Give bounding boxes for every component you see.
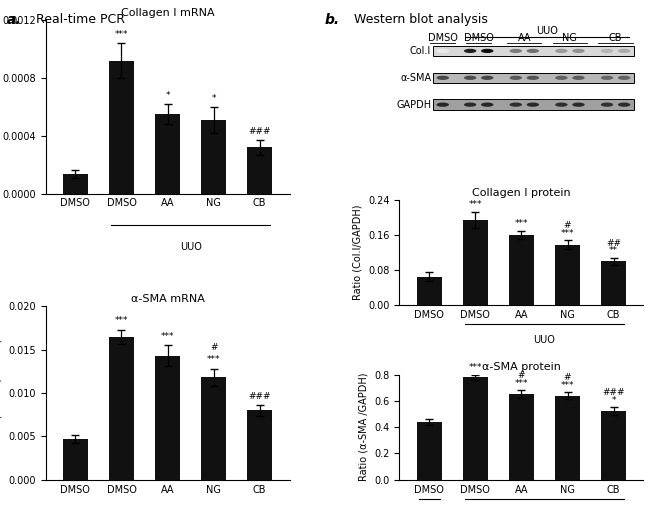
Text: ###: ### <box>248 392 271 401</box>
Text: **: ** <box>609 246 618 255</box>
Bar <box>63 174 88 193</box>
Ellipse shape <box>437 103 449 107</box>
Ellipse shape <box>510 103 522 107</box>
Ellipse shape <box>464 103 476 107</box>
Text: DMSO: DMSO <box>463 32 493 42</box>
Text: ###: ### <box>248 127 271 136</box>
Text: ***: *** <box>561 381 574 390</box>
Text: ***: *** <box>469 200 482 209</box>
Title: α-SMA mRNA: α-SMA mRNA <box>131 294 205 304</box>
Text: ###: ### <box>603 388 625 397</box>
Ellipse shape <box>601 103 613 107</box>
Bar <box>155 356 180 480</box>
Ellipse shape <box>526 103 539 107</box>
Text: ***: *** <box>115 317 128 325</box>
Text: ##: ## <box>606 239 621 248</box>
Y-axis label: Ratio (Col.I/GAPDH): Ratio (Col.I/GAPDH) <box>353 205 363 300</box>
Text: #: # <box>564 373 571 382</box>
Text: *: * <box>165 91 170 99</box>
Ellipse shape <box>510 76 522 80</box>
Bar <box>417 422 442 480</box>
Bar <box>509 394 534 480</box>
Text: ***: *** <box>515 219 528 228</box>
Bar <box>63 439 88 480</box>
Ellipse shape <box>464 76 476 80</box>
Text: UUO: UUO <box>534 335 555 344</box>
Bar <box>463 220 488 305</box>
Ellipse shape <box>618 49 630 53</box>
Bar <box>601 412 626 480</box>
Text: UUO: UUO <box>536 26 558 36</box>
Ellipse shape <box>526 49 539 53</box>
Ellipse shape <box>572 49 585 53</box>
Ellipse shape <box>601 76 613 80</box>
Bar <box>109 337 134 480</box>
Bar <box>155 114 180 193</box>
Text: #: # <box>210 343 217 352</box>
Bar <box>433 99 634 110</box>
Ellipse shape <box>510 49 522 53</box>
Text: Real-time PCR: Real-time PCR <box>36 13 125 26</box>
Y-axis label: Ratio (α-SMA /GAPDH): Ratio (α-SMA /GAPDH) <box>359 373 369 481</box>
Bar <box>109 61 134 193</box>
Bar <box>555 245 580 305</box>
Ellipse shape <box>481 103 493 107</box>
Bar <box>601 262 626 305</box>
Text: #: # <box>564 221 571 230</box>
Ellipse shape <box>464 49 476 53</box>
Text: #: # <box>517 371 525 380</box>
Bar <box>201 120 226 193</box>
Text: Col.I: Col.I <box>410 46 431 56</box>
Bar <box>433 73 634 83</box>
Bar <box>247 411 272 480</box>
Text: ***: *** <box>515 379 528 388</box>
Ellipse shape <box>555 103 567 107</box>
Ellipse shape <box>572 103 585 107</box>
Title: Collagen I mRNA: Collagen I mRNA <box>121 8 214 18</box>
Ellipse shape <box>481 49 493 53</box>
Bar <box>463 377 488 480</box>
Text: AA: AA <box>517 32 531 42</box>
Text: ***: *** <box>115 30 128 39</box>
Title: α-SMA protein: α-SMA protein <box>482 363 561 373</box>
Text: *: * <box>611 396 616 405</box>
Ellipse shape <box>618 103 630 107</box>
Text: GAPDH: GAPDH <box>396 99 431 110</box>
Ellipse shape <box>555 76 567 80</box>
Text: a.: a. <box>6 13 21 27</box>
Y-axis label: Ratio (α-SMA /GAPDH): Ratio (α-SMA /GAPDH) <box>0 339 3 447</box>
Text: UUO: UUO <box>179 242 202 252</box>
Bar <box>433 45 634 56</box>
Text: ***: *** <box>469 363 482 372</box>
Text: *: * <box>211 93 216 103</box>
Bar <box>247 147 272 193</box>
Text: ***: *** <box>561 229 574 238</box>
Text: ***: *** <box>207 356 220 365</box>
Bar <box>555 395 580 480</box>
Bar <box>417 277 442 305</box>
Title: Collagen I protein: Collagen I protein <box>472 188 571 198</box>
Text: α-SMA: α-SMA <box>400 73 431 83</box>
Text: DMSO: DMSO <box>428 32 458 42</box>
Text: ***: *** <box>161 332 174 341</box>
Bar <box>509 235 534 305</box>
Ellipse shape <box>555 49 567 53</box>
Text: NG: NG <box>562 32 577 42</box>
Ellipse shape <box>572 76 585 80</box>
Text: CB: CB <box>609 32 622 42</box>
Ellipse shape <box>437 76 449 80</box>
Ellipse shape <box>601 49 613 53</box>
Text: b.: b. <box>325 13 340 27</box>
Ellipse shape <box>526 76 539 80</box>
Bar <box>201 377 226 480</box>
Ellipse shape <box>481 76 493 80</box>
Text: Western blot analysis: Western blot analysis <box>354 13 488 26</box>
Ellipse shape <box>618 76 630 80</box>
Ellipse shape <box>437 49 449 53</box>
